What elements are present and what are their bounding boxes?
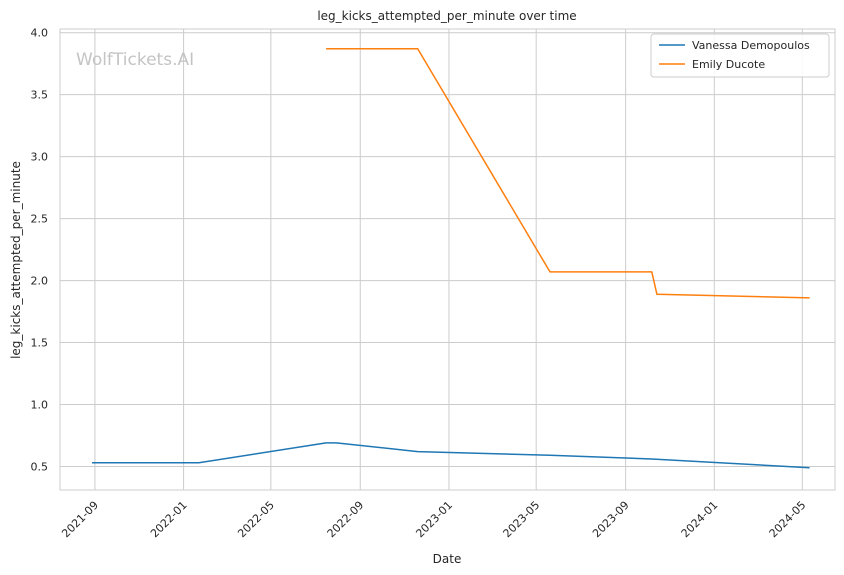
legend: Vanessa Demopoulos Emily Ducote [650, 33, 830, 78]
legend-label-vanessa: Vanessa Demopoulos [692, 39, 810, 52]
y-tick-label: 0.5 [31, 460, 49, 473]
y-tick-label: 4.0 [31, 27, 49, 40]
y-axis-title: leg_kicks_attempted_per_minute [9, 161, 23, 359]
y-tick-label: 2.5 [31, 213, 49, 226]
x-tick-label: 2021-09 [59, 499, 101, 541]
legend-box [650, 33, 830, 78]
x-tick-label: 2024-01 [679, 499, 721, 541]
x-tick-label: 2024-05 [767, 499, 809, 541]
legend-label-emily: Emily Ducote [692, 58, 765, 71]
grid-layer [60, 29, 835, 490]
watermark: WolfTickets.AI [76, 50, 194, 70]
y-tick-label: 2.0 [31, 275, 49, 288]
y-axis-ticks: 0.5 1.0 1.5 2.0 2.5 3.0 3.5 4.0 [31, 27, 49, 474]
x-tick-label: 2023-05 [501, 499, 543, 541]
y-tick-label: 1.5 [31, 337, 49, 350]
chart-title: leg_kicks_attempted_per_minute over time [317, 9, 576, 23]
y-tick-label: 1.0 [31, 398, 49, 411]
series-line-0 [92, 442, 810, 469]
y-tick-label: 3.5 [31, 89, 49, 102]
x-axis-title: Date [433, 552, 462, 566]
x-tick-label: 2023-09 [590, 499, 632, 541]
series-line-1 [326, 48, 810, 299]
x-tick-label: 2022-05 [235, 499, 277, 541]
series-layer [92, 48, 810, 469]
y-tick-label: 3.0 [31, 151, 49, 164]
x-tick-label: 2023-01 [413, 499, 455, 541]
x-tick-label: 2022-09 [325, 499, 367, 541]
x-tick-label: 2022-01 [148, 499, 190, 541]
plot-area-frame [59, 28, 836, 491]
x-axis-ticks: 2021-09 2022-01 2022-05 2022-09 2023-01 2023-… [59, 499, 808, 541]
